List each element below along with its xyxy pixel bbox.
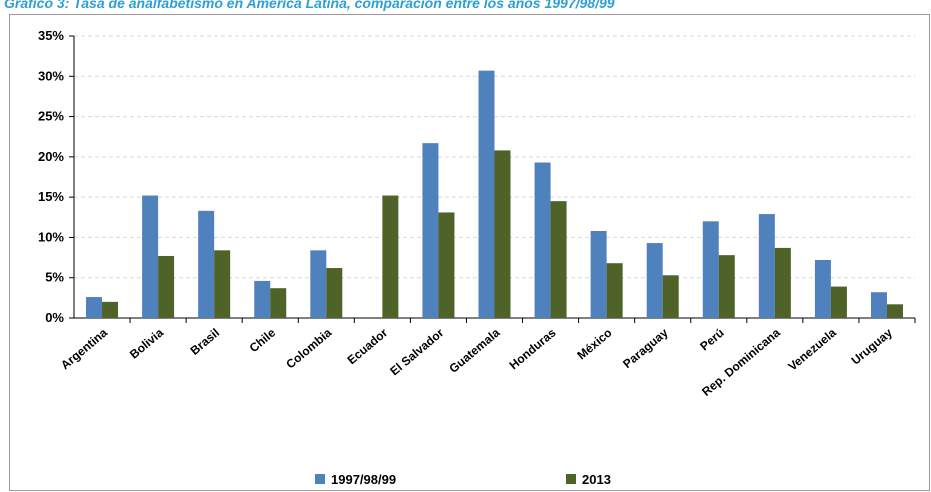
legend-swatch-2 bbox=[566, 474, 576, 484]
legend-item-1: 1997/98/99 bbox=[315, 470, 396, 488]
bar-2 bbox=[326, 268, 343, 318]
x-tick-label: Guatemala bbox=[446, 325, 502, 375]
y-tick-label: 35% bbox=[38, 28, 64, 43]
bar-2 bbox=[718, 255, 735, 318]
bar-1 bbox=[758, 214, 775, 318]
bar-1 bbox=[702, 221, 719, 318]
bar-1 bbox=[254, 280, 271, 318]
bar-1 bbox=[534, 162, 551, 318]
bar-1 bbox=[198, 210, 215, 318]
bar-2 bbox=[830, 286, 847, 318]
bar-1 bbox=[86, 297, 103, 318]
y-tick-label: 5% bbox=[45, 270, 64, 285]
x-tick-label: México bbox=[574, 326, 614, 363]
bar-2 bbox=[606, 263, 623, 318]
legend-label-2: 2013 bbox=[582, 471, 611, 487]
bar-1 bbox=[870, 292, 887, 318]
bar-2 bbox=[662, 275, 679, 318]
y-tick-label: 10% bbox=[38, 229, 64, 244]
bar-1 bbox=[142, 195, 159, 318]
bar-2 bbox=[774, 247, 791, 318]
bar-1 bbox=[478, 70, 495, 318]
bar-2 bbox=[550, 201, 567, 318]
x-tick-label: Honduras bbox=[507, 325, 559, 372]
legend-label-1: 1997/98/99 bbox=[331, 471, 397, 487]
x-tick-label: Ecuador bbox=[345, 325, 391, 367]
x-tick-label: Bolivia bbox=[127, 325, 166, 361]
x-tick-label: Venezuela bbox=[785, 325, 839, 373]
bar-1 bbox=[422, 143, 439, 318]
x-tick-label: Chile bbox=[247, 325, 279, 355]
legend-swatch-1 bbox=[315, 474, 325, 484]
bar-1 bbox=[310, 250, 327, 318]
x-tick-label: Paraguay bbox=[620, 325, 671, 371]
bar-2 bbox=[438, 212, 455, 318]
y-tick-label: 30% bbox=[38, 68, 64, 83]
bar-2 bbox=[494, 150, 511, 318]
y-tick-label: 15% bbox=[38, 189, 64, 204]
bar-2 bbox=[158, 255, 175, 318]
bar-2 bbox=[102, 301, 119, 318]
x-tick-label: Argentina bbox=[58, 325, 110, 372]
bar-2 bbox=[382, 195, 399, 318]
x-tick-label: El Salvador bbox=[387, 325, 446, 378]
bar-2 bbox=[214, 250, 231, 318]
bar-2 bbox=[270, 288, 287, 318]
y-tick-label: 0% bbox=[45, 310, 64, 325]
y-tick-label: 25% bbox=[38, 109, 64, 124]
chart-frame bbox=[9, 14, 930, 491]
chart-title: Gráfico 3: Tasa de analfabetismo en Amér… bbox=[4, 0, 615, 11]
x-tick-label: Brasil bbox=[188, 326, 223, 358]
bar-1 bbox=[814, 259, 831, 318]
x-tick-label: Uruguay bbox=[849, 325, 896, 367]
bar-1 bbox=[590, 230, 607, 318]
x-tick-label: Perú bbox=[697, 326, 726, 354]
bar-1 bbox=[646, 243, 663, 318]
x-tick-label: Colombia bbox=[283, 325, 334, 371]
bar-2 bbox=[886, 304, 903, 318]
y-tick-label: 20% bbox=[38, 149, 64, 164]
legend-item-2: 2013 bbox=[566, 470, 611, 488]
